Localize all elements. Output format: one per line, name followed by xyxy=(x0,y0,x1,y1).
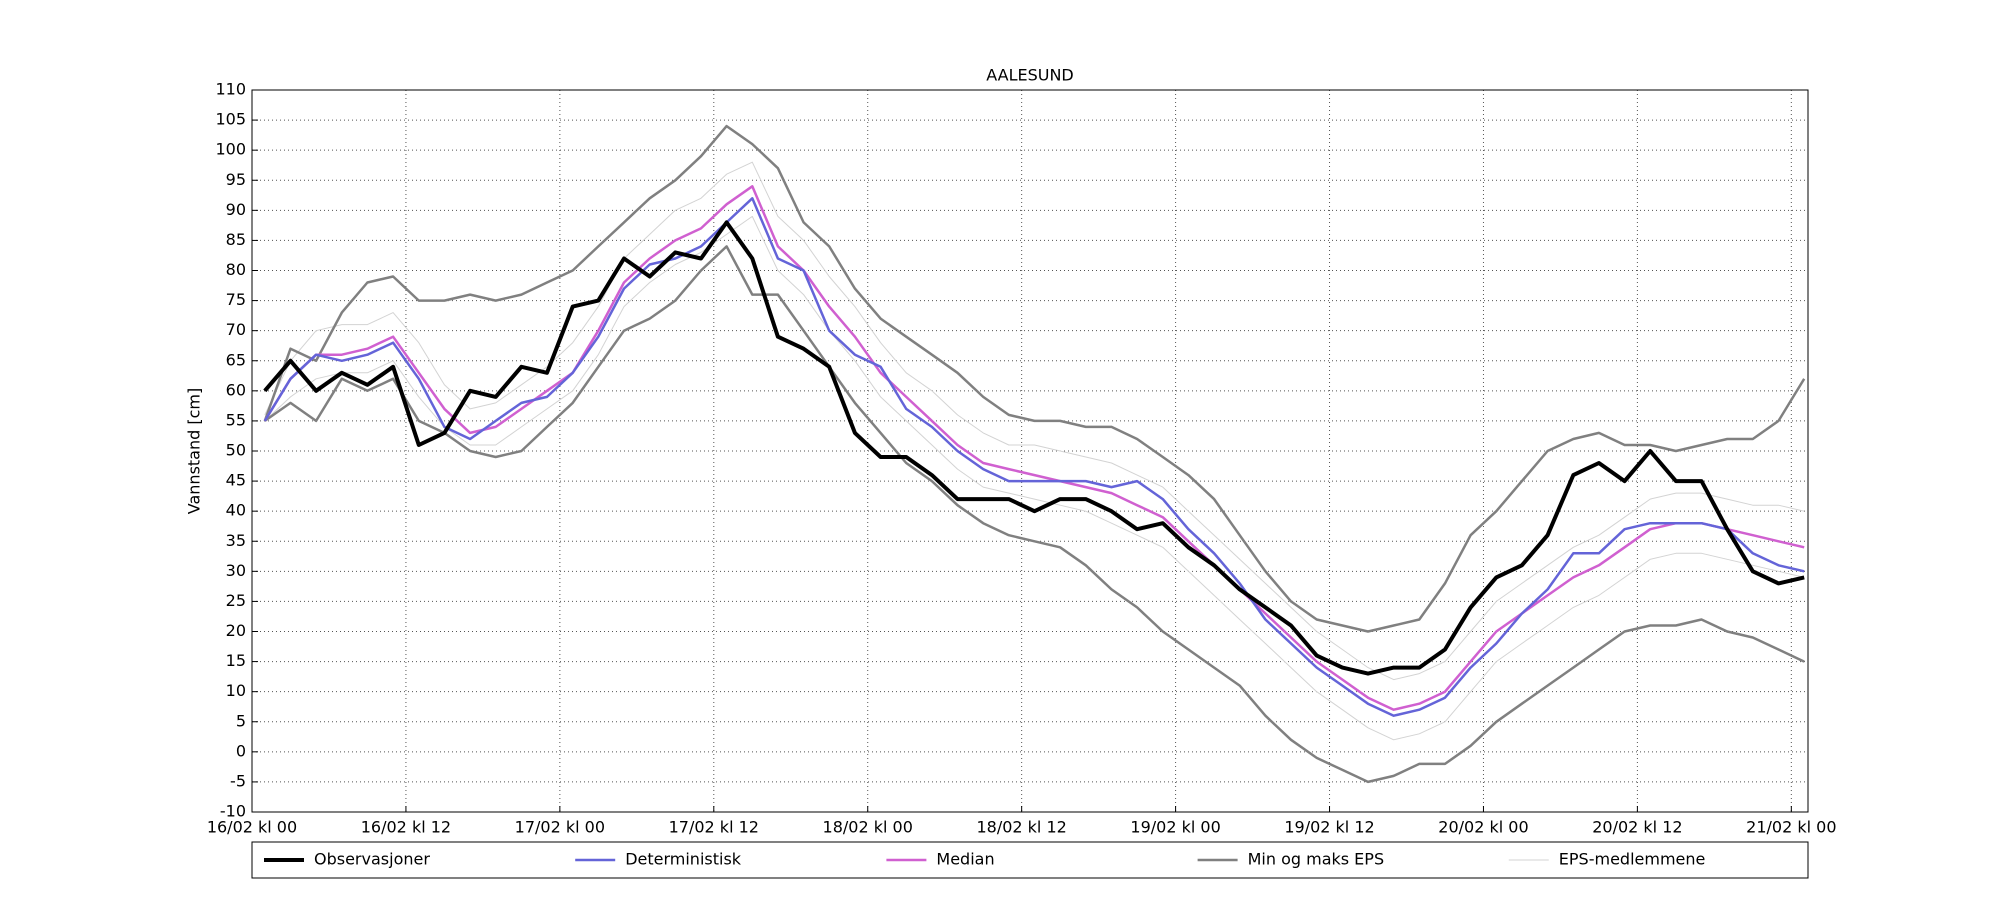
deterministic-line xyxy=(263,197,1805,717)
y-tick-label: 85 xyxy=(226,230,246,249)
plot-frame xyxy=(251,89,1809,813)
median-line xyxy=(263,185,1805,711)
y-tick-label: 55 xyxy=(226,410,246,429)
x-tick-label: 17/02 kl 00 xyxy=(515,818,605,837)
y-tick-label: 15 xyxy=(226,651,246,670)
x-tick-label: 20/02 kl 12 xyxy=(1592,818,1682,837)
y-tick-label: 45 xyxy=(226,471,246,490)
y-tick-label: 20 xyxy=(226,621,246,640)
x-tick-label: 17/02 kl 12 xyxy=(669,818,759,837)
x-tick-label: 19/02 kl 00 xyxy=(1130,818,1220,837)
eps-member-line xyxy=(264,215,1805,741)
y-tick-label: 80 xyxy=(226,260,246,279)
x-tick-label: 18/02 kl 12 xyxy=(976,818,1066,837)
legend-label: Min og maks EPS xyxy=(1248,850,1385,869)
x-tick-label: 16/02 kl 00 xyxy=(207,818,297,837)
x-tick-label: 19/02 kl 12 xyxy=(1284,818,1374,837)
y-tick-label: 100 xyxy=(215,140,246,159)
y-tick-label: 65 xyxy=(226,350,246,369)
y-tick-label: 50 xyxy=(226,441,246,460)
eps-max-line xyxy=(263,124,1806,633)
eps-min-line xyxy=(264,245,1805,784)
y-tick-label: 90 xyxy=(226,200,246,219)
legend-label: Observasjoner xyxy=(314,850,430,869)
x-tick-label: 20/02 kl 00 xyxy=(1438,818,1528,837)
y-tick-label: 75 xyxy=(226,290,246,309)
y-axis-label: Vannstand [cm] xyxy=(185,388,204,514)
legend-label: EPS-medlemmene xyxy=(1559,850,1706,869)
y-tick-label: 40 xyxy=(226,501,246,520)
chart-title: AALESUND xyxy=(986,66,1074,85)
y-tick-label: 70 xyxy=(226,320,246,339)
eps-member-line xyxy=(264,161,1805,681)
y-tick-label: -10 xyxy=(220,802,246,821)
y-tick-label: 95 xyxy=(226,170,246,189)
y-tick-label: 60 xyxy=(226,380,246,399)
y-tick-label: 5 xyxy=(236,711,246,730)
x-tick-label: 18/02 kl 00 xyxy=(823,818,913,837)
y-tick-label: 30 xyxy=(226,561,246,580)
y-tick-label: 10 xyxy=(226,681,246,700)
y-tick-label: 110 xyxy=(215,80,246,99)
y-tick-label: 0 xyxy=(236,741,246,760)
x-tick-label: 16/02 kl 12 xyxy=(361,818,451,837)
y-tick-label: -5 xyxy=(230,771,246,790)
legend-label: Median xyxy=(936,850,994,869)
observation-line xyxy=(263,220,1805,676)
x-tick-label: 21/02 kl 00 xyxy=(1746,818,1836,837)
y-tick-label: 25 xyxy=(226,591,246,610)
y-tick-label: 105 xyxy=(215,110,246,129)
legend-label: Deterministisk xyxy=(625,850,742,869)
y-tick-label: 35 xyxy=(226,531,246,550)
